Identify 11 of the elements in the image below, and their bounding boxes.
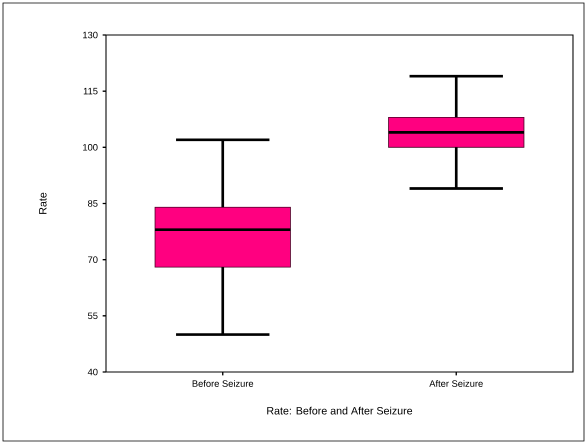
x-tick-label: Before Seizure (192, 380, 254, 387)
x-tick-label: After Seizure (429, 380, 483, 387)
y-tick-label: 40 (88, 368, 98, 376)
y-tick-label: 85 (88, 200, 98, 207)
y-tick-label: 130 (83, 32, 98, 38)
y-tick-label: 55 (88, 312, 98, 320)
y-tick-label: 70 (88, 256, 98, 263)
y-axis-title: Rate (39, 192, 47, 214)
y-tick-label: 115 (84, 88, 98, 94)
y-tick-label: 100 (83, 144, 98, 151)
x-axis-title: Rate: Before and After Seizure (267, 406, 412, 415)
